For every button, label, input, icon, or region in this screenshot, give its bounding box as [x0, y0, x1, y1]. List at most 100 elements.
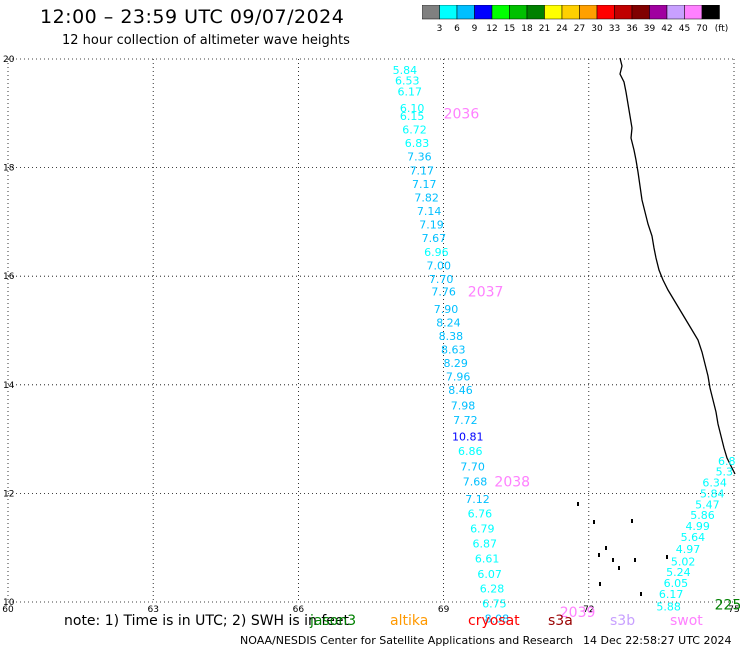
- wave-height-label: 5.64: [681, 531, 706, 544]
- island-mark: [666, 555, 668, 559]
- wave-height-label: 7.12: [465, 493, 490, 506]
- wave-height-label: 6.28: [480, 582, 505, 595]
- island-mark: [593, 520, 595, 524]
- footer-note: note: 1) Time is in UTC; 2) SWH is in fe…: [64, 613, 350, 629]
- wave-height-label: 7.76: [431, 285, 456, 298]
- wave-height-label: 8.38: [439, 330, 464, 343]
- wave-height-label: 6.17: [397, 86, 422, 99]
- colorbar-tick-label: 24: [556, 24, 568, 34]
- pass-time-label: 2038: [494, 474, 530, 490]
- x-tick-label: 63: [147, 605, 158, 615]
- mission-altika: altika: [390, 613, 429, 629]
- wave-height-label: 7.90: [434, 303, 459, 316]
- wave-height-label: 7.70: [429, 273, 454, 286]
- mission-swot: swot: [670, 613, 703, 629]
- colorbar-tick-label: 9: [472, 24, 478, 34]
- colorbar-tick-label: 6: [454, 24, 460, 34]
- colorbar-tick-label: 18: [521, 24, 533, 34]
- wave-height-label: 7.96: [446, 371, 471, 384]
- x-tick-label: 69: [438, 605, 450, 615]
- wave-height-label: 7.98: [451, 399, 476, 412]
- wave-height-label: 6.75: [482, 598, 507, 611]
- wave-height-label: 7.72: [453, 414, 478, 427]
- wave-height-label: 6.86: [458, 445, 483, 458]
- colorbar-legend: 3 6 9 12 15 18 21 24 27 30 33 36 39 42 45 70 (ft): [422, 5, 729, 34]
- series-swot: 5.846.536.176.106.156.726.837.367.177.17…: [393, 64, 596, 625]
- colorbar-tick-label: 3: [437, 24, 443, 34]
- colorbar-tick-label: 30: [591, 24, 603, 34]
- island-mark: [605, 546, 607, 550]
- island-mark: [612, 558, 614, 562]
- colorbar-tick-label: 70: [696, 24, 708, 34]
- pass-time-label: 2037: [468, 284, 504, 300]
- colorbar-tick-label: 36: [626, 24, 638, 34]
- wave-height-label: 6.61: [475, 553, 500, 566]
- wave-height-label: 7.19: [419, 219, 444, 232]
- wave-height-label: 6.17: [659, 588, 684, 601]
- colorbar-swatch: [701, 5, 720, 20]
- wave-height-label: 7.82: [414, 191, 439, 204]
- wave-height-label: 6.76: [468, 507, 493, 520]
- wave-height-label: 4.97: [676, 543, 701, 556]
- island-mark: [634, 558, 636, 562]
- y-tick-label: 14: [3, 381, 15, 391]
- colorbar-tick-label: 45: [679, 24, 690, 34]
- wave-height-label: 6.07: [477, 568, 502, 581]
- wave-height-label: 6.96: [424, 246, 449, 259]
- mission-s3b: s3b: [610, 613, 636, 629]
- wave-height-label: 6.05: [664, 577, 689, 590]
- wave-height-label: 6.15: [400, 110, 425, 123]
- wave-height-label: 6.53: [395, 75, 420, 88]
- pass-time-label: 2039: [560, 605, 596, 621]
- wave-height-label: 5.3: [716, 466, 734, 479]
- x-tick-label: 60: [2, 605, 14, 615]
- mission-cryosat: cryosat: [468, 613, 520, 629]
- footer-credit: NOAA/NESDIS Center for Satellite Applica…: [240, 634, 574, 647]
- x-tick-label: 75: [728, 605, 739, 615]
- island-mark: [599, 582, 601, 586]
- wave-height-label: 7.17: [410, 164, 435, 177]
- wave-height-label: 6.10: [400, 102, 425, 115]
- mission-jason3: jason3: [310, 613, 357, 629]
- wave-height-label: 6.72: [402, 124, 427, 137]
- wave-height-label: 6.34: [702, 477, 727, 490]
- pass-time-label: 225: [715, 598, 740, 614]
- colorbar-tick-label: 21: [539, 24, 550, 34]
- wave-height-label: 10.81: [452, 430, 484, 443]
- wave-height-label: 7.36: [407, 151, 432, 164]
- wave-height-label: 8.08: [485, 612, 510, 625]
- island-mark: [577, 502, 579, 506]
- island-mark: [631, 519, 633, 523]
- y-tick-label: 12: [3, 489, 14, 499]
- pass-time-label: 2036: [444, 106, 480, 122]
- wave-height-label: 7.67: [422, 232, 447, 245]
- colorbar-tick-label: 39: [644, 24, 656, 34]
- y-tick-label: 10: [3, 598, 15, 608]
- chart-subtitle: 12 hour collection of altimeter wave hei…: [62, 33, 350, 48]
- x-tick-label: 66: [293, 605, 305, 615]
- island-mark: [598, 553, 600, 557]
- colorbar-tick-label: 12: [486, 24, 497, 34]
- wave-height-label: 5.24: [666, 566, 691, 579]
- wave-height-label: 6.87: [472, 537, 497, 550]
- series-jason3: 6.85.36.345.845.475.864.995.644.975.025.…: [656, 455, 740, 614]
- colorbar-tick-label: 27: [574, 24, 585, 34]
- colorbar-unit: (ft): [715, 24, 729, 34]
- footer-timestamp: 14 Dec 22:58:27 UTC 2024: [583, 634, 732, 647]
- mission-s3a: s3a: [548, 613, 573, 629]
- wave-height-label: 8.24: [436, 316, 461, 329]
- wave-height-label: 7.70: [460, 460, 485, 473]
- colorbar-tick-label: 42: [661, 24, 672, 34]
- wave-height-label: 7.00: [427, 259, 452, 272]
- wave-height-label: 4.99: [685, 520, 710, 533]
- wave-height-label: 7.68: [463, 475, 488, 488]
- y-tick-label: 18: [3, 164, 15, 174]
- colorbar-tick-label: 15: [504, 24, 515, 34]
- wave-height-label: 6.8: [718, 455, 736, 468]
- wave-height-label: 5.86: [690, 509, 715, 522]
- wave-height-label: 8.29: [443, 357, 468, 370]
- wave-height-label: 5.88: [656, 600, 681, 613]
- colorbar-tick-label: 33: [609, 24, 620, 34]
